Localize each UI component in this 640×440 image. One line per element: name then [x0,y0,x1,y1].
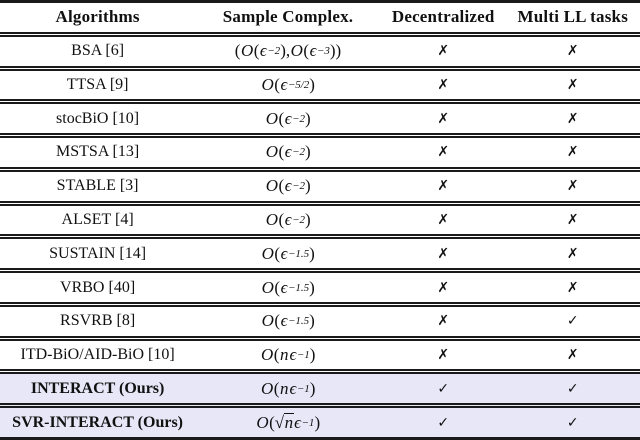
sample-complexity: O(ϵ −2) [265,142,311,162]
sample-complexity: O(ϵ −1.5) [261,243,315,263]
multi-ll-tasks-mark: ✗ [566,144,579,161]
table-row: ALSET [4] O(ϵ −2) ✗ ✗ [0,205,640,240]
column-header-decentralized: Decentralized [391,7,495,27]
decentralized-mark: ✗ [437,279,450,296]
sample-complexity: (O(ϵ −2), O(ϵ −3)) [234,41,342,61]
algorithm-name: stocBiO [10] [56,109,140,127]
multi-ll-tasks-mark: ✗ [566,110,579,127]
table-row: SUSTAIN [14] O(ϵ −1.5) ✗ ✗ [0,239,640,274]
algorithm-name: BSA [6] [71,42,125,60]
multi-ll-tasks-mark: ✗ [566,279,579,296]
sample-complexity: O(ϵ −2) [265,209,311,229]
multi-ll-tasks-mark: ✗ [566,178,579,195]
multi-ll-tasks-mark: ✗ [566,76,579,93]
sample-complexity: O(n ϵ −1) [261,345,316,365]
decentralized-mark: ✓ [437,380,450,397]
sample-complexity: O(ϵ −2) [265,176,311,196]
algorithm-name: INTERACT (Ours) [30,379,165,397]
decentralized-mark: ✗ [437,43,450,60]
multi-ll-tasks-mark: ✗ [566,245,579,262]
algorithm-name: ALSET [4] [61,210,134,228]
multi-ll-tasks-mark: ✓ [566,313,579,330]
sample-complexity: O(ϵ −5/2) [261,74,315,94]
table-row: STABLE [3] O(ϵ −2) ✗ ✗ [0,171,640,206]
algorithm-name: SVR-INTERACT (Ours) [12,413,184,431]
algorithm-name: RSVRB [8] [60,312,136,330]
decentralized-mark: ✗ [437,245,450,262]
multi-ll-tasks-mark: ✓ [566,380,579,397]
sample-complexity: O(√ n ϵ −1) [256,412,321,433]
algorithm-name: MSTSA [13] [56,143,140,161]
multi-ll-tasks-mark: ✓ [566,414,579,431]
sample-complexity: O(ϵ −2) [265,108,311,128]
sample-complexity: O(ϵ −1.5) [261,277,315,297]
table-header-row: Algorithms Sample Complex. Decentralized… [0,3,640,37]
column-header-algorithms: Algorithms [55,7,140,27]
table-row: stocBiO [10] O(ϵ −2) ✗ ✗ [0,104,640,139]
algorithm-name: STABLE [3] [56,177,139,195]
table-row: BSA [6] (O(ϵ −2), O(ϵ −3)) ✗ ✗ [0,36,640,71]
algorithm-name: SUSTAIN [14] [49,244,147,262]
table-row: MSTSA [13] O(ϵ −2) ✗ ✗ [0,138,640,172]
decentralized-mark: ✗ [437,110,450,127]
multi-ll-tasks-mark: ✗ [566,43,579,60]
decentralized-mark: ✗ [437,76,450,93]
table-row: RSVRB [8] O(ϵ −1.5) ✗ ✓ [0,306,640,341]
column-header-multi-ll-tasks: Multi LL tasks [517,7,629,27]
sample-complexity: O(ϵ −1.5) [261,311,315,331]
decentralized-mark: ✗ [437,144,450,161]
decentralized-mark: ✗ [437,178,450,195]
table-row: SVR-INTERACT (Ours) O(√ n ϵ −1) ✓ ✓ [0,408,640,437]
table-row: INTERACT (Ours) O(n ϵ −1) ✓ ✓ [0,374,640,409]
decentralized-mark: ✗ [437,313,450,330]
multi-ll-tasks-mark: ✗ [566,211,579,228]
decentralized-mark: ✗ [437,211,450,228]
algorithm-name: TTSA [9] [66,75,129,93]
algorithm-name: VRBO [40] [60,278,136,296]
decentralized-mark: ✗ [437,347,450,364]
column-header-sample-complexity: Sample Complex. [222,7,354,27]
table-row: VRBO [40] O(ϵ −1.5) ✗ ✗ [0,273,640,307]
algorithm-name: ITD-BiO/AID-BiO [10] [20,346,175,364]
sample-complexity: O(n ϵ −1) [261,378,316,398]
table-row: ITD-BiO/AID-BiO [10] O(n ϵ −1) ✗ ✗ [0,340,640,375]
multi-ll-tasks-mark: ✗ [566,347,579,364]
table-row: TTSA [9] O(ϵ −5/2) ✗ ✗ [0,70,640,105]
decentralized-mark: ✓ [437,414,450,431]
